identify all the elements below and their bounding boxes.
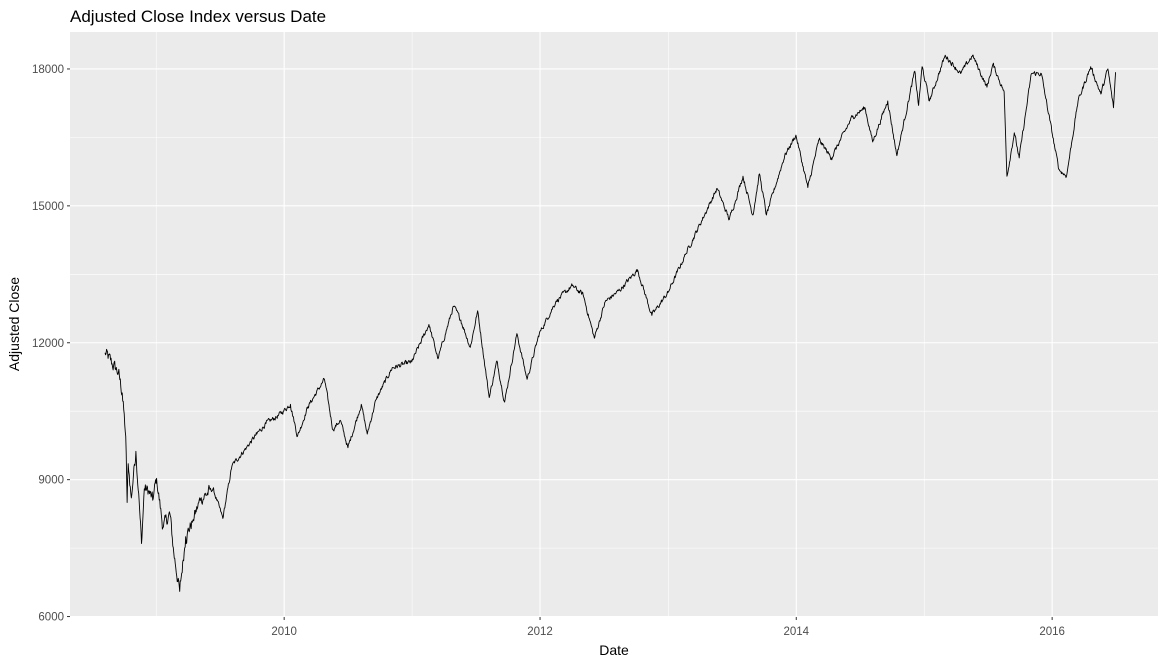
series-line bbox=[104, 54, 1117, 592]
y-axis-title: Adjusted Close bbox=[6, 277, 22, 371]
y-tick-label: 15000 bbox=[32, 201, 64, 213]
x-tick-label: 2012 bbox=[527, 626, 553, 638]
grid-lines bbox=[70, 32, 1158, 618]
y-tick-label: 12000 bbox=[32, 338, 64, 350]
y-tick-label: 9000 bbox=[38, 475, 64, 487]
chart-title: Adjusted Close Index versus Date bbox=[70, 7, 326, 26]
plot-panel bbox=[70, 32, 1158, 617]
x-axis-title: Date bbox=[599, 642, 629, 658]
y-tick-label: 6000 bbox=[38, 612, 64, 624]
axis-ticks: 6000 9000 12000 15000 18000 2010 2012 2014 2016 bbox=[32, 64, 1065, 638]
y-tick-label: 18000 bbox=[32, 64, 64, 76]
x-tick-label: 2010 bbox=[271, 626, 297, 638]
x-tick-label: 2014 bbox=[783, 626, 809, 638]
series-layer bbox=[104, 54, 1117, 592]
x-tick-label: 2016 bbox=[1039, 626, 1065, 638]
